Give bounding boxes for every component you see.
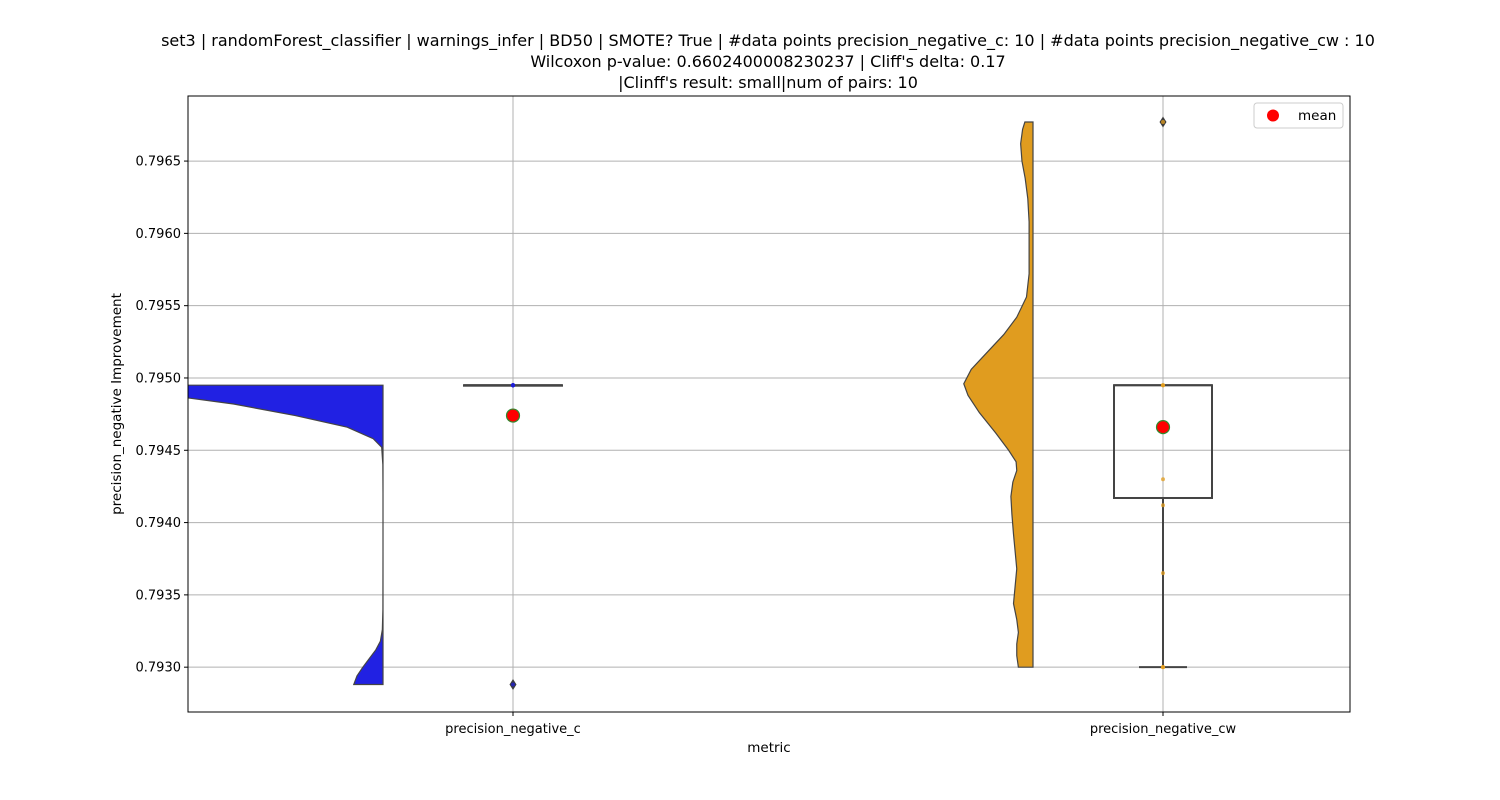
mean-point: [505, 408, 521, 423]
y-tick-label: 0.7935: [136, 588, 182, 603]
y-tick-label: 0.7965: [136, 155, 182, 170]
data-point: [1161, 571, 1165, 576]
x-axis-label: metric: [747, 740, 790, 756]
chart-title: set3 | randomForest_classifier | warning…: [161, 31, 1375, 92]
plot-layer: [188, 116, 1213, 691]
data-point: [1161, 383, 1165, 388]
data-point: [511, 383, 515, 388]
data-point: [1161, 503, 1165, 508]
x-tick-label: precision_negative_cw: [1090, 722, 1237, 737]
legend-mean-marker: [1267, 109, 1279, 122]
mean-point: [1155, 420, 1171, 435]
x-tick-label: precision_negative_c: [445, 722, 581, 737]
y-axis-label: precision_negative Improvement: [109, 293, 125, 515]
y-tick-label: 0.7950: [136, 371, 182, 386]
data-point: [1161, 120, 1165, 125]
y-tick-label: 0.7940: [136, 516, 182, 531]
violin-shape: [188, 384, 384, 686]
y-tick-label: 0.7955: [136, 299, 182, 314]
title-line-3: |Clinff's result: small|num of pairs: 10: [618, 73, 918, 92]
legend-mean-label: mean: [1298, 108, 1336, 124]
data-point: [1161, 665, 1165, 670]
plot-frame: [187, 95, 1351, 713]
title-line-2: Wilcoxon p-value: 0.6602400008230237 | C…: [530, 52, 1005, 71]
series-group: [188, 383, 563, 691]
legend: mean: [1253, 102, 1344, 129]
violin-shape: [963, 121, 1034, 668]
y-tick-label: 0.7945: [136, 444, 182, 459]
y-tick-label: 0.7960: [136, 227, 182, 242]
title-line-1: set3 | randomForest_classifier | warning…: [161, 31, 1375, 51]
series-group: [963, 116, 1213, 670]
legend-frame: [1253, 102, 1344, 129]
data-point: [511, 682, 515, 687]
x-axis-ticks: precision_negative_c precision_negative_c…: [445, 712, 1237, 737]
y-axis-ticks: 0.7930 0.7935 0.7940 0.7945 0.7950 0.7955 0.79…: [136, 155, 188, 676]
y-tick-label: 0.7930: [136, 661, 182, 676]
data-point: [1161, 477, 1165, 482]
